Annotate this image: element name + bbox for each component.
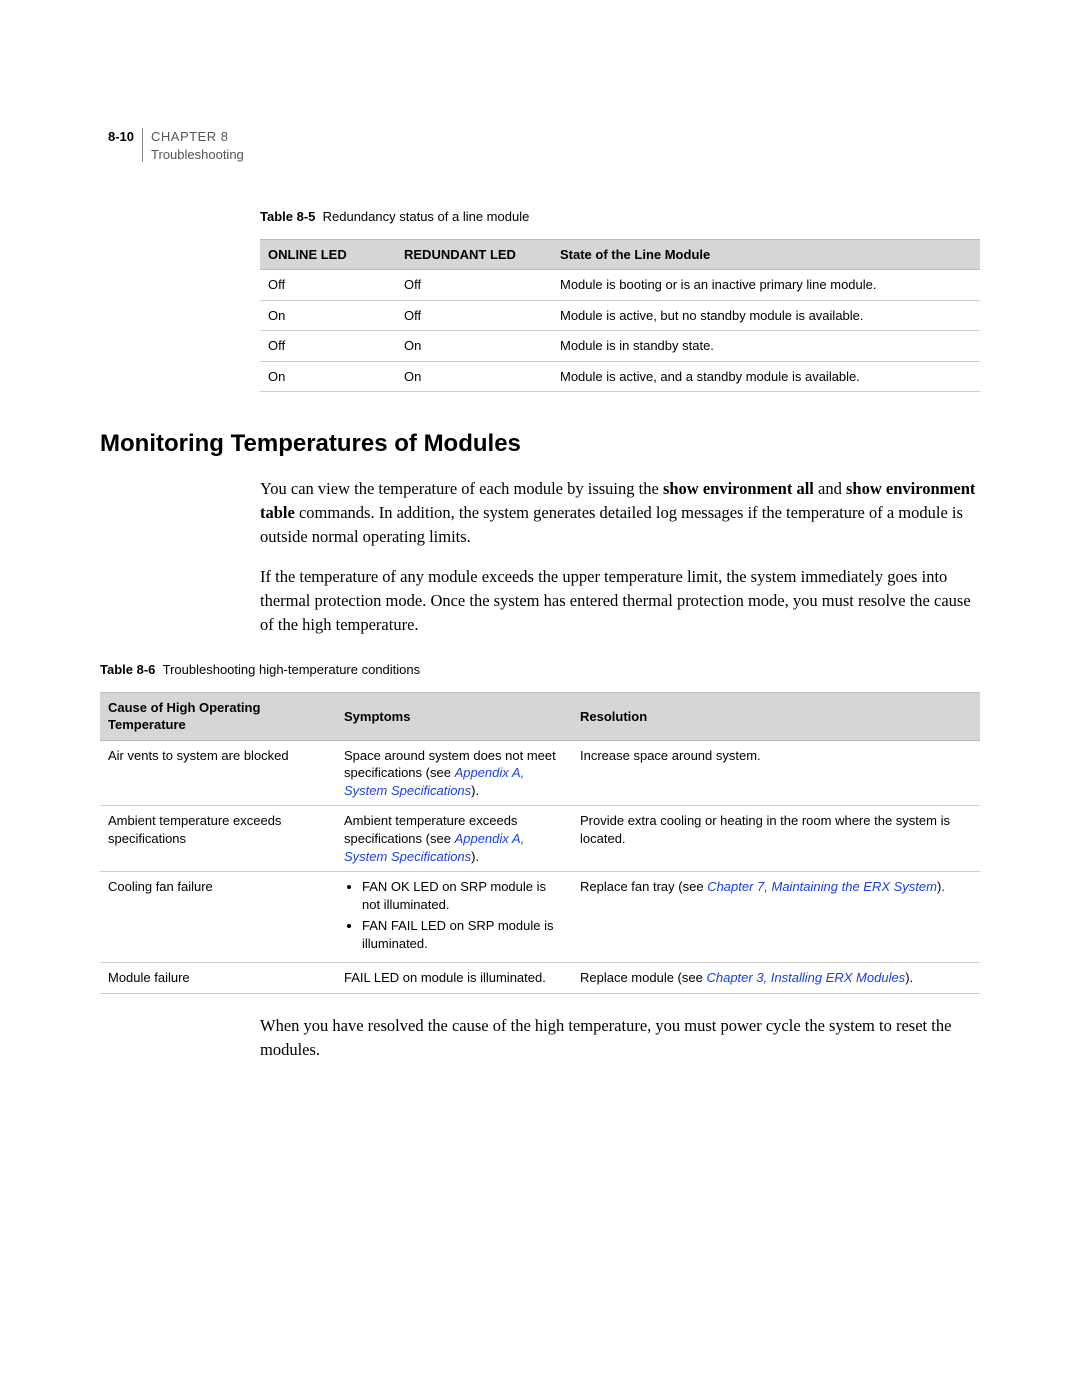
col-resolution: Resolution	[572, 692, 980, 740]
cell: Module is in standby state.	[552, 331, 980, 362]
text: ).	[937, 879, 945, 894]
cell-cause: Air vents to system are blocked	[100, 740, 336, 806]
table-row: Off On Module is in standby state.	[260, 331, 980, 362]
text: and	[814, 479, 846, 498]
col-cause: Cause of High Operating Temperature	[100, 692, 336, 740]
running-header: 8-10 CHAPTER 8 Troubleshooting	[108, 128, 244, 163]
table-row: Ambient temperature exceeds specificatio…	[100, 806, 980, 872]
cell-resolution: Provide extra cooling or heating in the …	[572, 806, 980, 872]
list-item: FAN OK LED on SRP module is not illumina…	[362, 878, 564, 913]
high-temperature-table: Cause of High Operating Temperature Symp…	[100, 692, 980, 994]
cell: Module is booting or is an inactive prim…	[552, 270, 980, 301]
cell: On	[396, 361, 552, 392]
cell-cause: Ambient temperature exceeds specificatio…	[100, 806, 336, 872]
table-caption-label: Table 8-5	[260, 209, 315, 224]
text: ).	[905, 970, 913, 985]
cell-symptoms: Space around system does not meet specif…	[336, 740, 572, 806]
cell-symptoms: Ambient temperature exceeds specificatio…	[336, 806, 572, 872]
cell: On	[260, 300, 396, 331]
header-divider	[142, 128, 143, 162]
section-heading: Monitoring Temperatures of Modules	[100, 428, 980, 460]
cell: On	[260, 361, 396, 392]
table-row: Module failure FAIL LED on module is ill…	[100, 963, 980, 994]
body-paragraph: If the temperature of any module exceeds…	[260, 565, 980, 637]
body-paragraph: You can view the temperature of each mod…	[260, 477, 980, 549]
cell-resolution: Replace module (see Chapter 3, Installin…	[572, 963, 980, 994]
chapter-subtitle: Troubleshooting	[151, 147, 244, 162]
col-redundant-led: REDUNDANT LED	[396, 239, 552, 270]
page-number: 8-10	[108, 128, 134, 146]
redundancy-status-table: ONLINE LED REDUNDANT LED State of the Li…	[260, 239, 980, 393]
table-header-row: ONLINE LED REDUNDANT LED State of the Li…	[260, 239, 980, 270]
table-8-5-block: Table 8-5 Redundancy status of a line mo…	[260, 208, 980, 392]
table-caption: Table 8-5 Redundancy status of a line mo…	[260, 208, 980, 226]
table-row: Cooling fan failure FAN OK LED on SRP mo…	[100, 872, 980, 963]
table-caption-text: Troubleshooting high-temperature conditi…	[163, 662, 421, 677]
xref-link[interactable]: Chapter 3, Installing ERX Modules	[706, 970, 905, 985]
table-caption-text: Redundancy status of a line module	[323, 209, 530, 224]
table-row: Air vents to system are blocked Space ar…	[100, 740, 980, 806]
text: Replace module (see	[580, 970, 706, 985]
table-header-row: Cause of High Operating Temperature Symp…	[100, 692, 980, 740]
text: commands. In addition, the system genera…	[260, 503, 963, 546]
command-text: show environment all	[663, 479, 814, 498]
col-online-led: ONLINE LED	[260, 239, 396, 270]
cell-symptoms: FAIL LED on module is illuminated.	[336, 963, 572, 994]
cell: Off	[260, 270, 396, 301]
table-row: On On Module is active, and a standby mo…	[260, 361, 980, 392]
cell-symptoms: FAN OK LED on SRP module is not illumina…	[336, 872, 572, 963]
body-paragraph: When you have resolved the cause of the …	[260, 1014, 980, 1062]
cell: Module is active, and a standby module i…	[552, 361, 980, 392]
text: ).	[471, 849, 479, 864]
symptom-list: FAN OK LED on SRP module is not illumina…	[344, 878, 564, 952]
table-caption: Table 8-6 Troubleshooting high-temperatu…	[100, 661, 980, 679]
cell: On	[396, 331, 552, 362]
chapter-label: CHAPTER 8	[151, 129, 228, 144]
cell-resolution: Replace fan tray (see Chapter 7, Maintai…	[572, 872, 980, 963]
text: You can view the temperature of each mod…	[260, 479, 663, 498]
xref-link[interactable]: Chapter 7, Maintaining the ERX System	[707, 879, 937, 894]
section-monitoring-temperatures: Monitoring Temperatures of Modules You c…	[100, 428, 980, 1061]
cell-cause: Cooling fan failure	[100, 872, 336, 963]
cell: Off	[260, 331, 396, 362]
text: Replace fan tray (see	[580, 879, 707, 894]
col-state: State of the Line Module	[552, 239, 980, 270]
table-row: Off Off Module is booting or is an inact…	[260, 270, 980, 301]
table-row: On Off Module is active, but no standby …	[260, 300, 980, 331]
col-symptoms: Symptoms	[336, 692, 572, 740]
cell: Off	[396, 270, 552, 301]
cell-cause: Module failure	[100, 963, 336, 994]
table-caption-label: Table 8-6	[100, 662, 155, 677]
cell: Off	[396, 300, 552, 331]
cell: Module is active, but no standby module …	[552, 300, 980, 331]
list-item: FAN FAIL LED on SRP module is illuminate…	[362, 917, 564, 952]
cell-resolution: Increase space around system.	[572, 740, 980, 806]
text: ).	[471, 783, 479, 798]
